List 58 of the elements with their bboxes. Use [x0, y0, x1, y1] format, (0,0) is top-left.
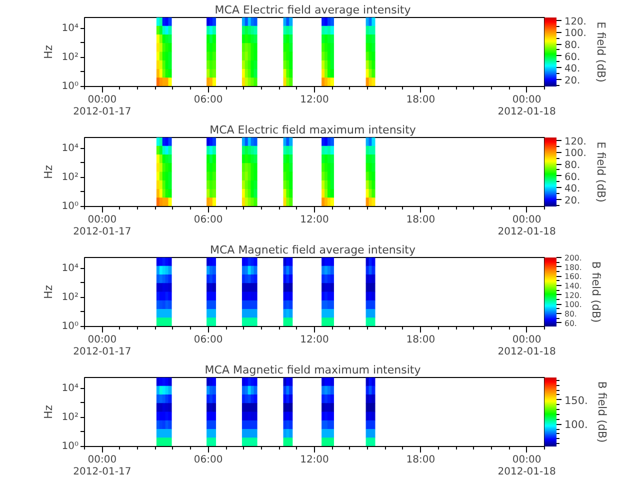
color-bar-label: 100.: [564, 419, 588, 432]
x-tick-label: 18:00: [406, 214, 436, 226]
color-bar-label: 80.: [564, 40, 580, 52]
x-tick-label: 18:00: [406, 334, 436, 346]
y-tick-label: 10⁴: [62, 142, 78, 154]
x-tick-label: 00:00 2012-01-17: [73, 454, 132, 478]
color-bar-label: 40.: [564, 184, 580, 195]
y-axis-title: Hz: [42, 164, 55, 180]
color-bar-label: 100.: [564, 28, 586, 40]
y-axis-title: Hz: [42, 284, 55, 300]
x-tick-label: 06:00: [194, 94, 223, 106]
y-tick-label: 10²: [62, 172, 78, 183]
x-tick-label: 06:00: [194, 214, 223, 226]
y-tick-label: 10⁰: [62, 81, 78, 92]
y-tick-label: 10⁰: [62, 201, 78, 212]
x-tick-label: 06:00: [194, 334, 223, 346]
y-tick-label: 10⁰: [62, 321, 78, 332]
color-bar-title: B field (dB): [596, 381, 608, 443]
color-bar-label: 60.: [564, 52, 580, 63]
chart-title: MCA Magnetic field average intensity: [210, 244, 416, 256]
y-axis-title: Hz: [42, 44, 55, 60]
chart-title: MCA Electric field average intensity: [214, 4, 412, 16]
x-tick-label: 12:00: [300, 214, 329, 226]
x-tick-label: 00:00 2012-01-17: [73, 214, 132, 238]
y-tick-label: 10⁴: [62, 382, 78, 394]
x-tick-label: 00:00 2012-01-18: [498, 334, 556, 358]
chart-title: MCA Magnetic field maximum intensity: [204, 364, 422, 376]
color-bar-label: 40.: [564, 64, 580, 75]
y-axis-title: Hz: [42, 404, 55, 420]
x-tick-label: 00:00 2012-01-17: [73, 334, 132, 358]
color-bar-label: 120.: [564, 136, 586, 148]
color-bar-label: 150.: [564, 394, 588, 407]
color-bar-title: E field (dB): [594, 22, 608, 82]
color-bar-label: 20.: [564, 195, 580, 206]
x-tick-label: 12:00: [300, 94, 329, 106]
color-bar-label: 120.: [564, 16, 586, 28]
y-tick-label: 10²: [62, 292, 78, 303]
x-tick-label: 06:00: [194, 454, 223, 466]
x-tick-label: 00:00 2012-01-17: [73, 94, 132, 118]
y-tick-label: 10⁴: [62, 262, 78, 274]
x-tick-label: 00:00 2012-01-18: [498, 94, 556, 118]
color-bar-label: 100.: [564, 148, 586, 160]
color-bar-title: E field (dB): [594, 142, 608, 202]
x-tick-label: 00:00 2012-01-18: [498, 214, 556, 238]
x-tick-label: 12:00: [300, 454, 329, 466]
y-tick-label: 10⁴: [62, 22, 78, 34]
x-tick-label: 12:00: [300, 334, 329, 346]
y-tick-label: 10⁰: [62, 441, 78, 452]
y-tick-label: 10²: [62, 412, 78, 423]
x-tick-label: 00:00 2012-01-18: [498, 454, 556, 478]
color-bar-title: B field (dB): [590, 261, 602, 323]
x-tick-label: 18:00: [406, 94, 436, 106]
x-tick-label: 18:00: [406, 454, 436, 466]
y-tick-label: 10²: [62, 52, 78, 63]
color-bar-label: 80.: [564, 160, 580, 172]
color-bar-label: 60.: [564, 172, 580, 183]
chart-title: MCA Electric field maximum intensity: [210, 124, 416, 136]
color-bar-label: 20.: [564, 75, 580, 86]
